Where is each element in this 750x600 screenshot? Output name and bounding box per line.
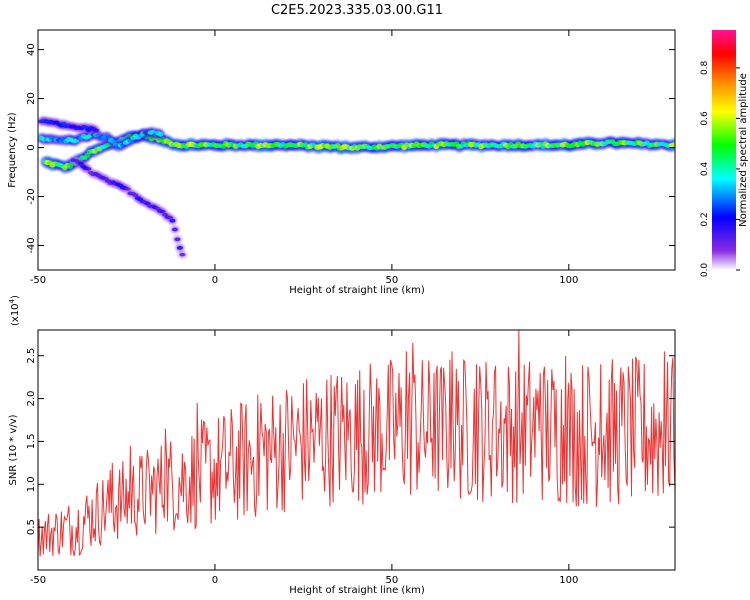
x-tick-label: 0 [212, 575, 218, 586]
spectrogram-panel: -50 0 50 100 -40 -20 0 20 40 Height of straight … [7, 29, 676, 296]
trace-core [157, 132, 164, 137]
spectrogram-xlabel: Height of straight line (km) [289, 285, 425, 296]
x-tick-label: 100 [559, 275, 578, 286]
x-tick-label: 50 [386, 275, 399, 286]
colorbar-gradient [712, 30, 736, 270]
spectrogram-axes: -50 0 50 100 -40 -20 0 20 40 [26, 30, 675, 286]
colorbar-tick-label: 0.0 [700, 263, 710, 278]
snr-data [38, 330, 675, 557]
y-tick-label: 0 [26, 144, 37, 150]
colorbar-tick-label: 0.8 [700, 60, 710, 75]
x-tick-label: -50 [30, 575, 46, 586]
x-tick-label: 50 [386, 575, 399, 586]
y-tick-label: 2.5 [26, 348, 37, 364]
trace-top [38, 116, 101, 135]
snr-scale-label: (x104) [8, 295, 21, 326]
trace-core [174, 237, 181, 242]
snr-panel: -50 0 50 100 0.5 1.0 1.5 2.0 2.5 Height of strai… [8, 295, 676, 596]
trace-upper [38, 127, 165, 152]
y-tick-label: 40 [26, 43, 37, 56]
y-tick-label: 1.5 [26, 433, 37, 449]
spectrogram-frame [37, 29, 676, 271]
y-tick-label: 2.0 [26, 391, 37, 407]
colorbar-tick-label: 0.4 [700, 162, 710, 177]
snr-axes: -50 0 50 100 0.5 1.0 1.5 2.0 2.5 [26, 330, 675, 586]
y-tick-label: 20 [26, 92, 37, 105]
x-tick-label: 100 [559, 575, 578, 586]
trace-core [105, 135, 112, 140]
snr-frame [37, 329, 676, 571]
trace-core [176, 245, 183, 250]
y-tick-label: 1.0 [26, 476, 37, 492]
trace-descending [68, 156, 187, 259]
spectrogram-ylabel: Frequency (Hz) [7, 112, 18, 188]
trace-core [179, 252, 186, 257]
trace-core [132, 193, 139, 197]
snr-ylabel: SNR (10 * v/v) [8, 414, 19, 485]
trace-core [159, 209, 166, 214]
y-tick-label: -20 [26, 188, 37, 204]
trace-core [169, 218, 176, 223]
figure-title: C2E5.2023.335.03.00.G11 [271, 3, 443, 18]
colorbar-label: Normalized spectral amplitude [738, 73, 749, 227]
x-tick-label: 0 [212, 275, 218, 286]
trace-core [124, 187, 131, 191]
trace-core [171, 227, 178, 232]
trace-core [77, 161, 84, 166]
trace-core [93, 128, 100, 133]
y-tick-label: 0.5 [26, 519, 37, 535]
y-tick-label: -40 [26, 237, 37, 253]
trace-core [85, 167, 92, 171]
colorbar-tick-label: 0.6 [700, 111, 710, 126]
colorbar-tick-label: 0.2 [700, 212, 710, 226]
colorbar-ticks: 0.0 0.2 0.4 0.6 0.8 [700, 60, 740, 277]
x-tick-label: -50 [30, 275, 46, 286]
trace-core [167, 215, 174, 220]
colorbar: 0.0 0.2 0.4 0.6 0.8 Normalized spectral ampl… [700, 30, 749, 277]
snr-line [38, 330, 675, 557]
trace-core [671, 142, 675, 148]
snr-xlabel: Height of straight line (km) [289, 585, 425, 596]
spectrogram-data [38, 116, 675, 259]
